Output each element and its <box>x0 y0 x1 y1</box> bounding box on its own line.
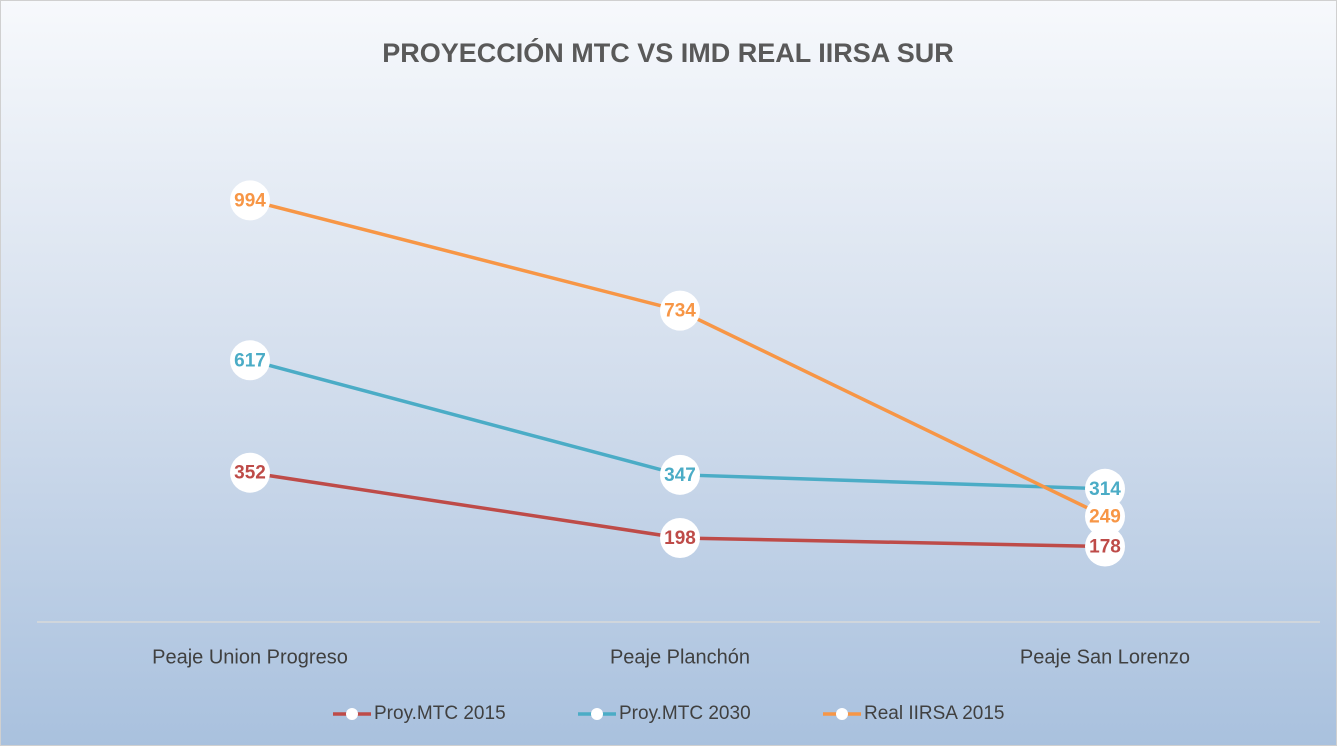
data-marker <box>660 454 700 495</box>
data-label: 198 <box>664 528 696 549</box>
data-marker <box>230 452 270 493</box>
data-label: 347 <box>664 465 696 486</box>
data-marker <box>660 290 700 331</box>
data-label: 617 <box>234 350 266 371</box>
legend-marker <box>346 708 358 720</box>
data-label: 352 <box>234 463 266 484</box>
data-marker <box>230 180 270 221</box>
data-label: 734 <box>664 301 696 322</box>
data-marker <box>230 340 270 381</box>
x-tick-label: Peaje San Lorenzo <box>1020 646 1190 668</box>
x-tick-label: Peaje Union Progreso <box>152 646 348 668</box>
legend-marker <box>836 708 848 720</box>
data-label: 249 <box>1089 506 1121 527</box>
data-label: 314 <box>1089 479 1121 500</box>
legend-label: Proy.MTC 2015 <box>374 703 506 724</box>
data-marker <box>1085 526 1125 567</box>
data-marker <box>1085 496 1125 537</box>
x-tick-label: Peaje Planchón <box>610 646 750 668</box>
legend-marker <box>591 708 603 720</box>
data-label: 994 <box>234 190 266 211</box>
legend-label: Proy.MTC 2030 <box>619 703 751 724</box>
legend-label: Real IIRSA 2015 <box>864 703 1004 724</box>
data-label: 178 <box>1089 537 1121 558</box>
data-marker <box>660 518 700 559</box>
data-marker <box>1085 468 1125 509</box>
chart-title: PROYECCIÓN MTC VS IMD REAL IIRSA SUR <box>382 37 954 68</box>
